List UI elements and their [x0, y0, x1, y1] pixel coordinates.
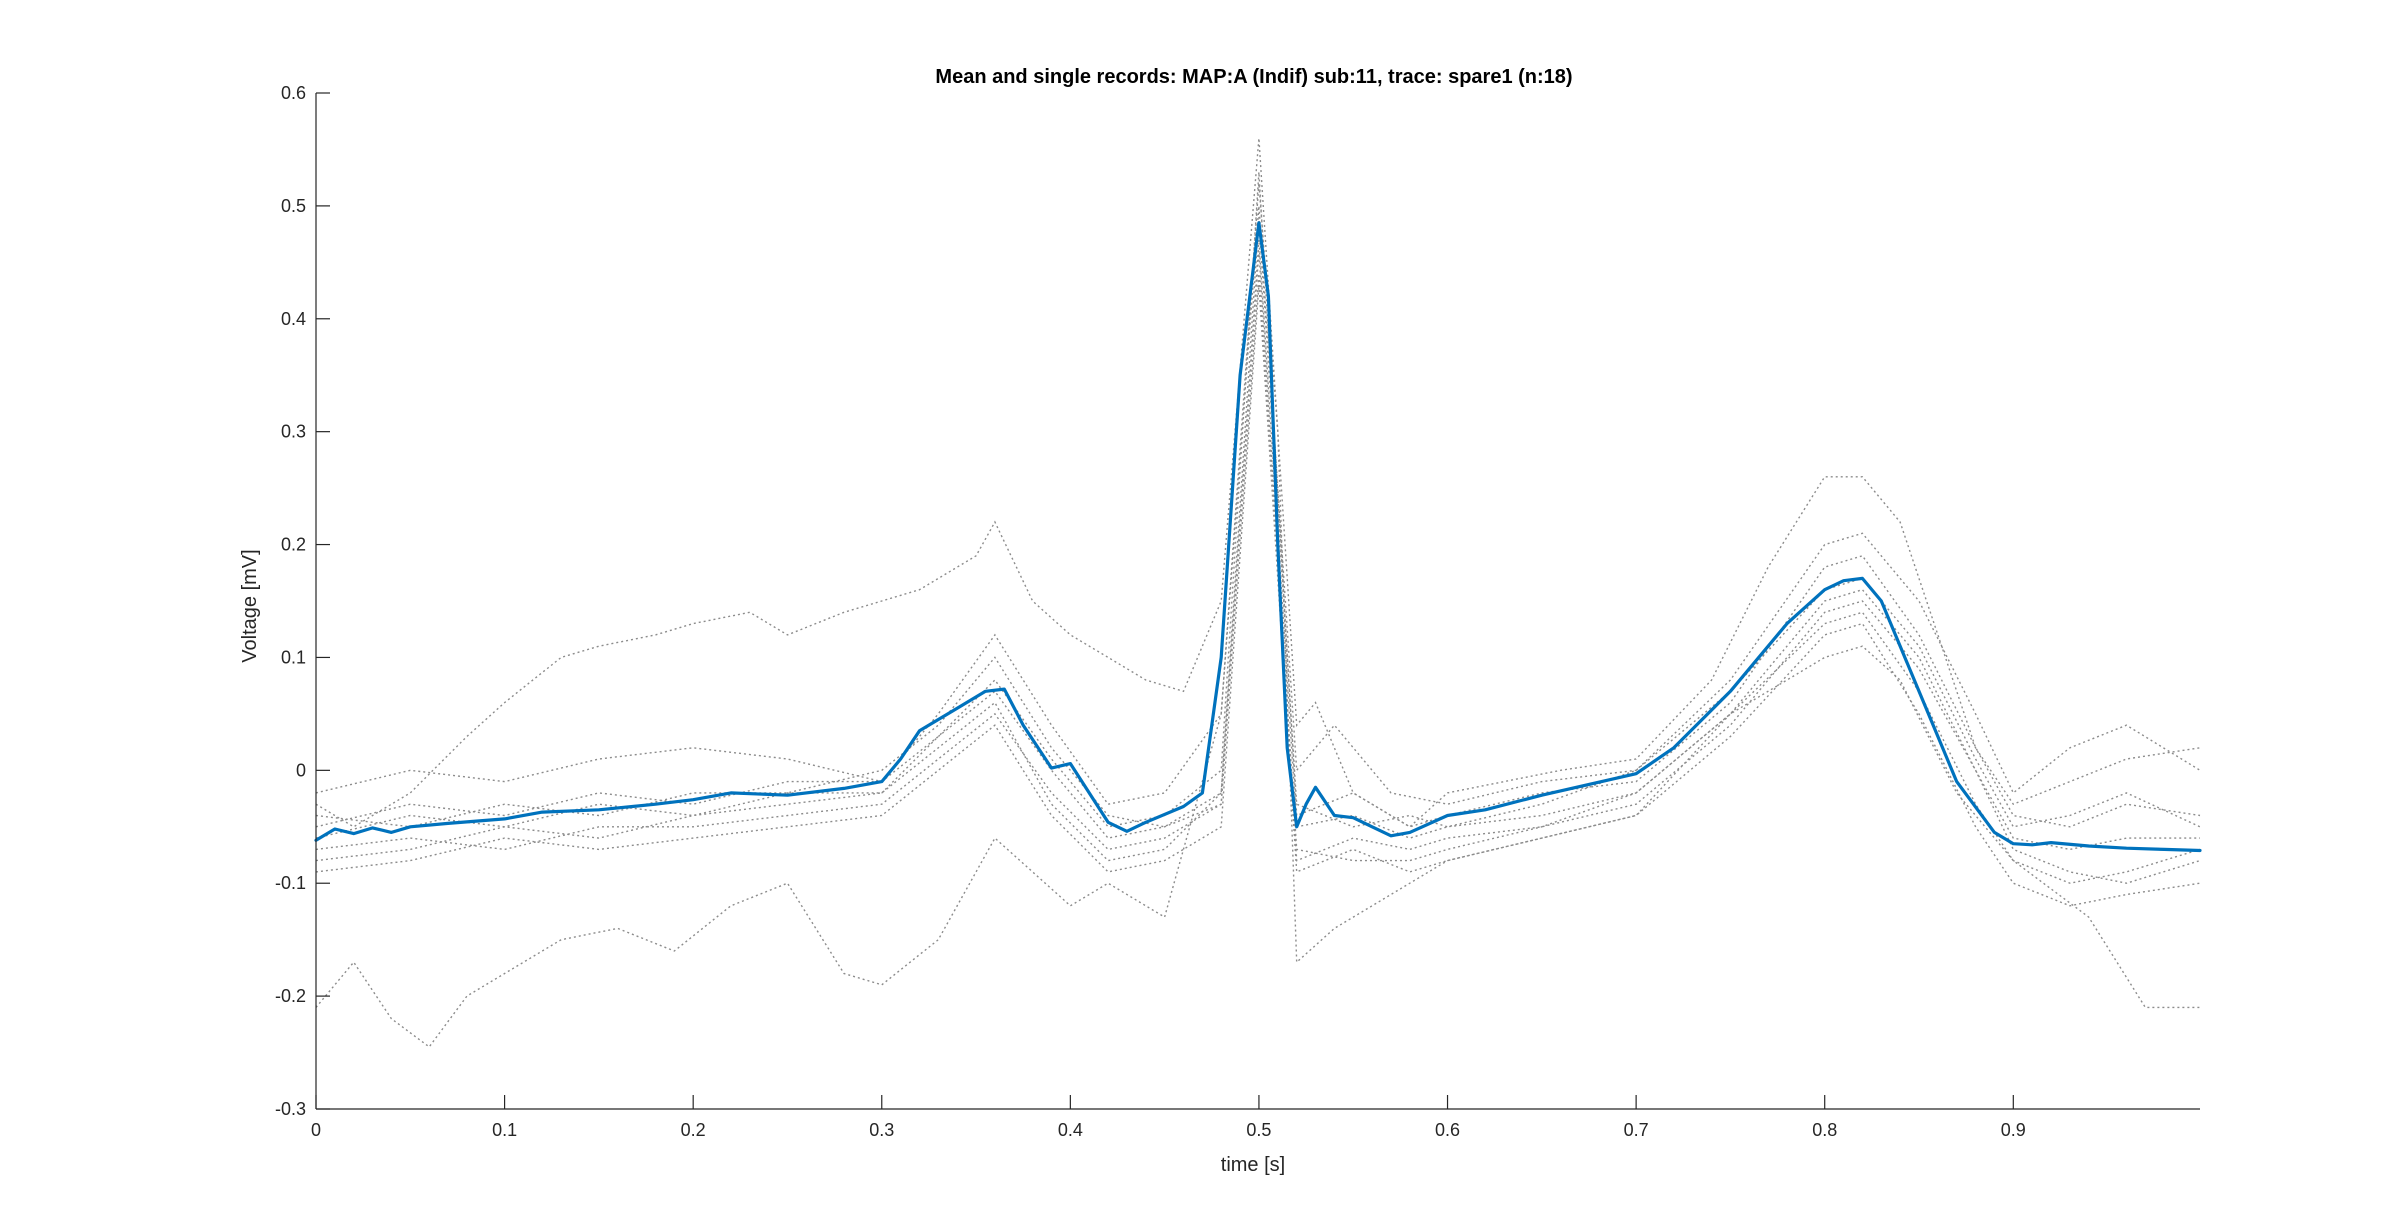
x-tick-label: 0.4 [1058, 1120, 1083, 1140]
y-tick-label: 0.3 [281, 422, 306, 442]
x-tick-label: 0.9 [2001, 1120, 2026, 1140]
axes: -0.3 -0.2 -0.1 0 0.1 0.2 0.3 0.4 0.5 0.6 0 0.1 0.2 0.… [275, 83, 2200, 1140]
y-axis-label: Voltage [mV] [239, 549, 261, 662]
single-record-line-3 [315, 205, 2201, 805]
x-axis-label: time [s] [1221, 1154, 1285, 1176]
x-tick-label: 0.7 [1624, 1120, 1649, 1140]
single-record-line-1 [315, 138, 2201, 828]
mean-trace-layer [314, 221, 2202, 853]
y-tick-label: 0 [296, 760, 306, 780]
single-record-line-2 [315, 183, 2200, 1048]
single-record-line-6 [315, 273, 2201, 884]
y-tick-label: 0.4 [281, 309, 306, 329]
mean-trace-line [314, 221, 2202, 853]
x-tick-label: 0.1 [492, 1120, 517, 1140]
x-tick-label: 0.8 [1812, 1120, 1837, 1140]
y-tick-label: -0.1 [275, 873, 306, 893]
y-tick-label: -0.3 [275, 1099, 306, 1119]
y-tick-label: 0.2 [281, 535, 306, 555]
x-tick-label: 0 [311, 1120, 321, 1140]
x-tick-label: 0.5 [1246, 1120, 1271, 1140]
single-record-line-9 [315, 284, 2201, 907]
y-tick-label: 0.6 [281, 83, 306, 103]
y-tick-label: -0.2 [275, 986, 306, 1006]
y-tick-label: 0.5 [281, 196, 306, 216]
single-record-line-4 [315, 250, 2201, 884]
x-tick-label: 0.3 [869, 1120, 894, 1140]
y-tick-label: 0.1 [281, 647, 306, 667]
x-tick-label: 0.2 [681, 1120, 706, 1140]
chart-title: Mean and single records: MAP:A (Indif) s… [935, 66, 1572, 88]
x-tick-label: 0.6 [1435, 1120, 1460, 1140]
